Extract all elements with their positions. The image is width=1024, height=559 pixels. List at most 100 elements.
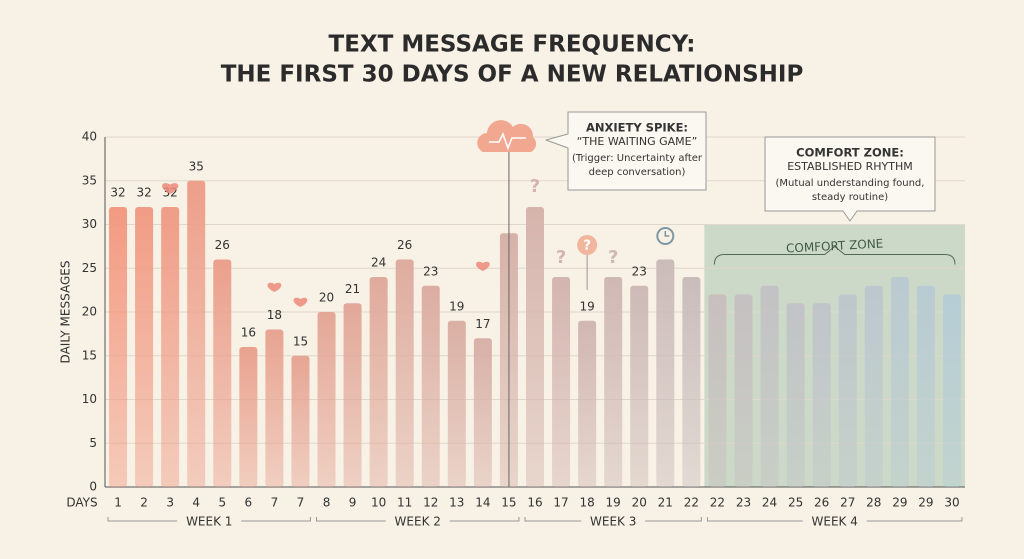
callout-text: ESTABLISHED RHYTHM [787,160,913,173]
x-tick-label: 29 [918,496,933,510]
bar [395,259,414,487]
x-tick-label: 4 [192,496,200,510]
clock-icon [656,227,675,245]
callout-box [764,136,936,222]
data-label: 18 [267,308,282,322]
data-label: 23 [632,264,647,278]
bar [213,259,232,487]
bar [135,207,154,487]
x-tick-label: 14 [475,496,490,510]
data-label: 32 [136,186,151,200]
callout-box [545,111,707,191]
data-label: 21 [345,282,360,296]
x-tick-label: 19 [606,496,621,510]
data-label: 19 [579,299,594,313]
bar [786,303,805,487]
y-tick-label: 5 [89,436,97,450]
data-label: 20 [319,291,334,305]
y-axis-label: DAILY MESSAGES [59,261,73,364]
chart-subtitle: THE FIRST 30 DAYS OF A NEW RELATIONSHIP [221,62,804,88]
chart-title: TEXT MESSAGE FREQUENCY: [329,32,696,58]
y-tick-label: 35 [82,173,97,187]
question-icon: ? [608,247,618,268]
x-tick-label: 11 [397,496,412,510]
x-tick-label: 5 [218,496,226,510]
comfort-brace [713,245,956,265]
clock-hands [664,231,670,237]
x-tick-label: 7 [297,496,305,510]
x-tick-label: 20 [632,496,647,510]
y-tick-label: 0 [89,480,97,494]
bar [942,294,961,487]
heart-icon [475,261,490,271]
data-label: 35 [189,159,204,173]
bar [421,285,440,487]
x-tick-label: 6 [245,496,253,510]
x-axis-label: DAYS [66,496,97,510]
x-tick-label: 26 [814,496,829,510]
bar [812,303,831,487]
x-tick-label: 24 [762,496,777,510]
heart-icon [293,297,308,307]
callout-title: ANXIETY SPIKE: [586,121,688,135]
x-tick-label: 16 [527,496,542,510]
bar [109,207,128,487]
callout-text: “THE WAITING GAME” [577,135,698,148]
data-label: 26 [397,238,412,252]
x-tick-label: 30 [944,496,959,510]
y-tick-label: 40 [82,130,97,144]
x-tick-label: 7 [271,496,279,510]
week-label: WEEK 2 [395,515,441,529]
bar [630,285,649,487]
x-tick-label: 28 [866,496,881,510]
bar [682,277,701,487]
bar [369,277,388,487]
x-tick-label: 8 [323,496,331,510]
x-tick-label: 17 [553,496,568,510]
bar [552,277,571,487]
bar [838,294,857,487]
bar [343,303,362,487]
x-tick-label: 12 [423,496,438,510]
x-tick-label: 29 [892,496,907,510]
bar [265,329,284,487]
question-bubble [577,235,598,255]
bar [526,207,544,487]
x-tick-label: 18 [579,496,594,510]
y-tick-label: 10 [82,392,97,406]
bar [473,338,492,487]
x-tick-label: 15 [501,496,516,510]
callout-text: steady routine) [812,192,888,203]
x-tick-label: 9 [349,496,357,510]
y-tick-label: 25 [82,261,97,275]
x-tick-label: 2 [140,496,148,510]
question-icon: ? [530,176,540,197]
data-label: 19 [449,299,464,313]
data-label: 17 [475,317,490,331]
callout-text: (Trigger: Uncertainty after [572,153,703,164]
week-label-bg [385,513,450,529]
week-label-bg [177,513,242,529]
bar [656,259,675,487]
cloud-icon [477,120,537,152]
data-label: 32 [110,186,125,200]
x-tick-label: 3 [166,496,174,510]
x-tick-label: 22 [684,496,699,510]
data-label: 23 [423,264,438,278]
week-label-bg [802,513,867,529]
week-label-bg [581,513,646,529]
comfort-zone-label: COMFORT ZONE [786,236,884,255]
x-tick-label: 13 [449,496,464,510]
bar [916,285,935,487]
bar [187,180,206,487]
bar [239,347,258,487]
week-label: WEEK 1 [186,515,232,529]
callout-text: deep conversation) [589,167,686,178]
callout-text: (Mutual understanding found, [776,178,925,189]
week-label: WEEK 4 [812,515,858,529]
bar [734,294,753,487]
question-icon: ? [556,247,566,268]
data-label: 15 [293,334,308,348]
